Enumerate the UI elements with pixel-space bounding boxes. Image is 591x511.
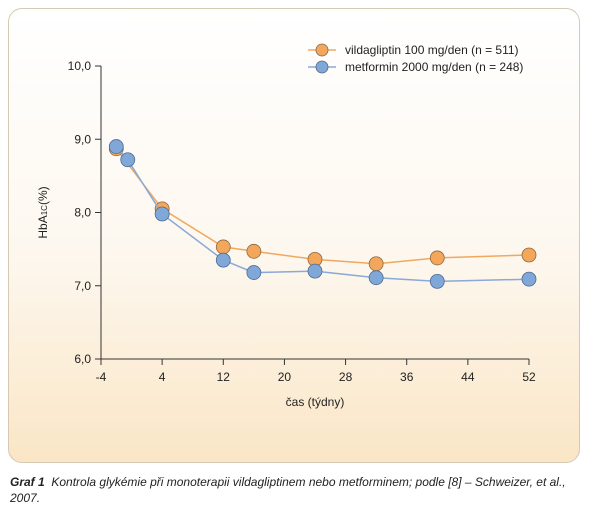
y-tick-label: 8,0	[74, 206, 91, 220]
caption-text: Kontrola glykémie při monoterapii vildag…	[10, 475, 566, 505]
data-point	[521, 271, 537, 287]
series-1	[108, 139, 537, 289]
data-point	[429, 250, 445, 266]
y-tick-label: 10,0	[68, 59, 92, 73]
data-point	[154, 206, 170, 222]
data-point	[108, 139, 124, 154]
x-tick-label: 4	[159, 370, 166, 384]
chart-panel: 6,0 7,0 8,0 9,0 10,0 -4 4 12 20 28 36 44 52 čas (tý…	[8, 8, 580, 463]
figure-caption: Graf 1 Kontrola glykémie při monoterapii…	[10, 474, 580, 506]
legend-item-vildagliptin: vildagliptin 100 mg/den (n = 511)	[308, 43, 519, 57]
x-tick-label: -4	[96, 370, 107, 384]
y-axis-title-sub: 1C	[40, 205, 49, 215]
legend-marker-vildagliptin	[315, 43, 329, 57]
x-axis-title: čas (týdny)	[286, 395, 345, 409]
legend-label-metformin: metformin 2000 mg/den (n = 248)	[345, 60, 523, 74]
y-axis-title-unit: (%)	[36, 186, 50, 205]
x-tick-label: 36	[400, 370, 414, 384]
x-tick-label: 28	[339, 370, 353, 384]
data-point	[120, 152, 136, 168]
x-tick-label: 44	[461, 370, 475, 384]
data-point	[307, 263, 323, 279]
data-point	[215, 252, 231, 268]
x-tick-label: 20	[278, 370, 292, 384]
data-point	[246, 265, 262, 280]
y-tick-label: 9,0	[74, 132, 91, 146]
y-tick-label: 7,0	[74, 279, 91, 293]
data-point	[368, 256, 384, 272]
y-tick-label: 6,0	[74, 352, 91, 366]
series-0	[108, 141, 537, 272]
chart: 6,0 7,0 8,0 9,0 10,0 -4 4 12 20 28 36 44 52 čas (tý…	[36, 43, 537, 409]
series-line	[115, 146, 530, 283]
series-line	[115, 148, 530, 265]
x-ticks: -4 4 12 20 28 36 44 52	[96, 359, 536, 384]
x-tick-label: 52	[522, 370, 536, 384]
legend-marker-metformin	[315, 60, 329, 74]
x-tick-label: 12	[217, 370, 231, 384]
data-point	[521, 247, 537, 263]
caption-label: Graf 1	[10, 475, 45, 489]
y-axis-title: HbA1C(%)	[36, 186, 50, 238]
series-layer	[108, 139, 537, 289]
data-point	[368, 270, 384, 286]
data-point	[246, 243, 262, 259]
data-point	[215, 239, 231, 255]
y-ticks: 6,0 7,0 8,0 9,0 10,0	[68, 59, 101, 366]
y-axis-title-main: HbA	[36, 215, 50, 238]
legend-item-metformin: metformin 2000 mg/den (n = 248)	[308, 60, 523, 74]
data-point	[429, 273, 445, 289]
legend: vildagliptin 100 mg/den (n = 511) metfor…	[308, 43, 523, 74]
legend-label-vildagliptin: vildagliptin 100 mg/den (n = 511)	[345, 43, 519, 57]
